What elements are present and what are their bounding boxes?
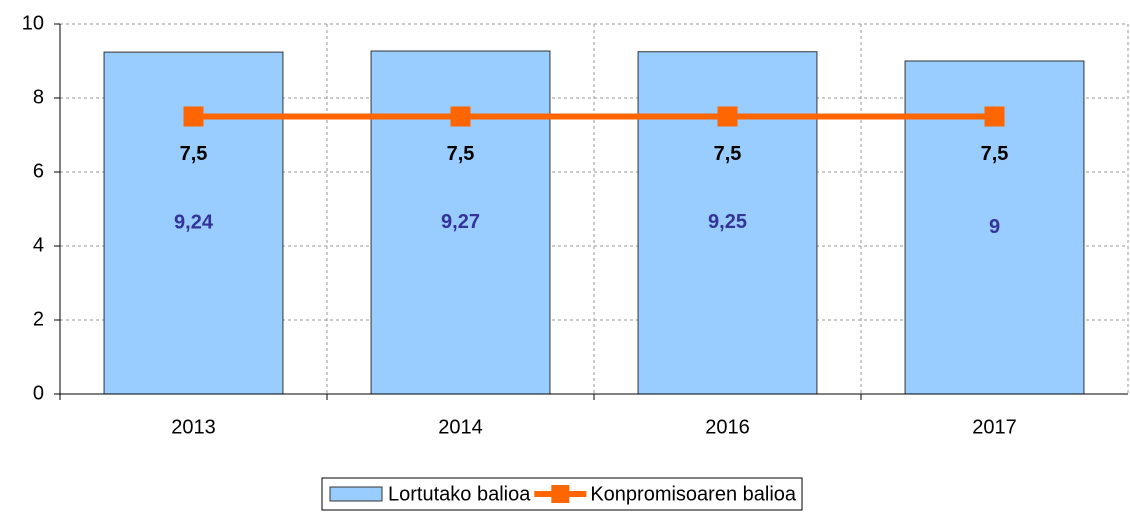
bar-value-label: 9,25 [708,211,747,233]
bar-value-label: 9 [989,216,1000,238]
bar-value-label: 9,27 [441,211,480,233]
line-value-label: 7,5 [981,143,1009,165]
line-value-label: 7,5 [714,143,742,165]
y-tick-label: 6 [33,160,44,182]
legend-label: Konpromisoaren balioa [590,483,797,505]
legend-label: Lortutako balioa [388,483,531,505]
x-tick-label: 2016 [705,416,750,438]
y-tick-label: 2 [33,308,44,330]
y-tick-label: 10 [22,12,44,34]
line-value-label: 7,5 [180,143,208,165]
line-value-label: 7,5 [447,143,475,165]
bar-value-label: 9,24 [174,211,214,233]
legend-swatch-marker [551,485,570,503]
y-tick-label: 4 [33,234,44,256]
legend-swatch [329,486,383,502]
x-tick-label: 2014 [438,416,483,438]
y-tick-label: 0 [33,382,44,404]
y-tick-label: 8 [33,86,44,108]
x-tick-label: 2017 [972,416,1017,438]
x-tick-label: 2013 [171,416,216,438]
line-marker [183,106,204,127]
line-marker [450,106,471,127]
line-marker [984,106,1005,127]
line-marker [717,106,738,127]
